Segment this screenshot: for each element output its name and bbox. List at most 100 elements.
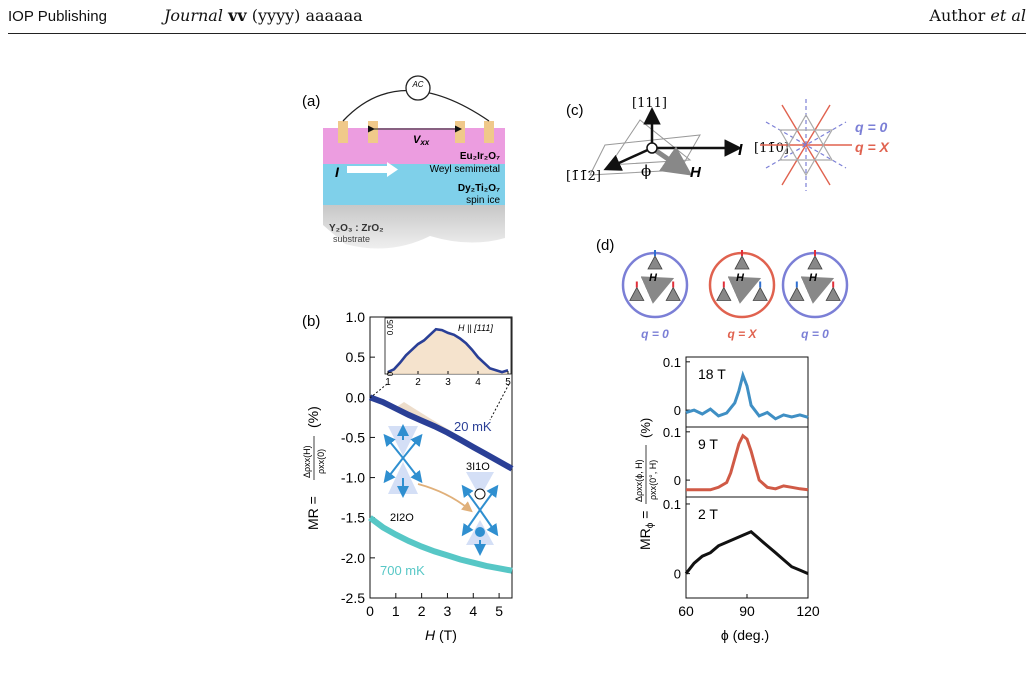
inset-y-tick-label: 0 [386, 371, 395, 376]
y-tick-label: 0 [674, 473, 681, 488]
layer1-name: Eu₂Ir₂O₇ [460, 151, 500, 162]
panel-a: (a) AC Vxx I Eu₂Ir₂O₇ Weyl semimetal Dy₂… [302, 75, 505, 249]
y-tick-label: 0.5 [346, 349, 366, 365]
mr-denominator: ρxx(0) [316, 449, 326, 474]
label-q0: q = 0 [855, 119, 888, 135]
mr-unit: (%) [305, 406, 321, 428]
label-qX: q = X [855, 139, 891, 155]
current-arrowhead [387, 162, 398, 177]
circle-label-1: q = 0 [641, 327, 669, 341]
panel-d-label: (d) [596, 237, 614, 254]
phi-curve [684, 530, 809, 575]
field-label: 9 T [698, 436, 718, 452]
curve-700mk [368, 515, 513, 574]
inset-guide [489, 383, 510, 421]
mrphi-denominator: ρxx(0°, H) [648, 460, 658, 500]
inset-x-tick-label: 2 [415, 377, 421, 388]
spin-config-circle: H [708, 250, 776, 319]
svg-text:H: H [809, 272, 818, 284]
mrphi-label: MRϕ = [637, 511, 656, 550]
curve-20mk [368, 394, 514, 472]
journal-issue: (yyyy) aaaaaa [251, 6, 363, 25]
author-name: Author [929, 6, 986, 25]
panel-b-label: (b) [302, 313, 320, 330]
mrphi-numerator: Δρxx(ϕ, H) [634, 459, 644, 502]
inset-curve [387, 327, 509, 374]
y-tick-label: 0 [674, 403, 681, 418]
substrate-name: Y₂O₃ : ZrO₂ [329, 223, 384, 234]
axis-112 [603, 146, 653, 171]
x-tick-label: 5 [495, 603, 503, 619]
layer2-name: Dy₂Ti₂O₇ [458, 183, 500, 194]
journal-volume: vv [228, 6, 247, 25]
phi-curve [685, 370, 809, 421]
layer2-desc: spin ice [466, 195, 500, 206]
x-tick-label: 120 [796, 603, 820, 619]
inset-x-tick-label: 4 [475, 377, 481, 388]
inset-x-tick-label: 1 [385, 377, 391, 388]
x-tick-label: 1 [392, 603, 400, 619]
circle-label-2: q = X [727, 327, 757, 341]
publisher-name: IOP Publishing [8, 8, 107, 25]
svg-text:H: H [649, 272, 658, 284]
current-arrow [347, 166, 387, 173]
phi-curve [686, 433, 809, 492]
contact-pad [338, 121, 348, 143]
y-tick-label: -0.5 [341, 429, 365, 445]
label-700mk: 700 mK [380, 563, 425, 578]
x-tick-label: 2 [418, 603, 426, 619]
x-tick-label: 90 [739, 603, 755, 619]
spin-config-circle: H [621, 250, 689, 319]
author-line: Author et al [929, 6, 1026, 25]
y-tick-label: -2.0 [341, 550, 365, 566]
svg-text:H: H [736, 272, 745, 284]
inset-ticks: 1 2 3 4 5 0 0.05 [385, 319, 511, 388]
x-tick-label: 60 [678, 603, 694, 619]
inset-label: H || [111] [458, 323, 493, 333]
x-tick-label: 0 [366, 603, 374, 619]
contact-pad [368, 121, 378, 143]
panel-b-yticks: 1.0 0.5 0.0 -0.5 -1.0 -1.5 -2.0 -2.5 [341, 309, 375, 606]
panel-a-label: (a) [302, 93, 320, 110]
label-20mk: 20 mK [454, 419, 492, 434]
field-arrow [650, 145, 693, 176]
journal-name: Journal [164, 6, 223, 25]
panel-d: (d) H H H q = 0 q = X q = 0 0.1 0 18 T 0.1 0 9 … [596, 237, 849, 643]
kagome-pattern [760, 99, 852, 191]
header-rule [8, 33, 1026, 34]
cone-2i2o-icon [383, 424, 423, 498]
panel-d-xlabel: ϕ (deg.) [721, 627, 769, 643]
y-tick-label: 0.1 [663, 355, 681, 370]
label-phi: ϕ [641, 162, 651, 180]
label-2i2o: 2I2O [390, 512, 414, 524]
panel-b-xticks: 0 1 2 3 4 5 [366, 593, 503, 619]
mr-numerator: Δρxx(H) [302, 445, 312, 478]
y-tick-label: -1.5 [341, 510, 365, 526]
tetrahedron-face [609, 119, 692, 166]
y-tick-label: 0.1 [663, 425, 681, 440]
phi-plots: 0.1 0 18 T 0.1 0 9 T 0.1 0 2 T 60 90 120 [663, 355, 820, 619]
y-tick-label: -2.5 [341, 590, 365, 606]
inset-x-tick-label: 5 [505, 377, 511, 388]
weyl-layer [323, 128, 505, 164]
contact-pad [484, 121, 494, 143]
inset-y-tick-label: 0.05 [386, 319, 395, 335]
x-tick-label: 4 [469, 603, 477, 619]
contact-pad [455, 121, 465, 143]
panel-d-ylabel: MRϕ = Δρxx(ϕ, H) ρxx(0°, H) (%) [634, 418, 658, 550]
y-tick-label: 0.1 [663, 497, 681, 512]
panel-c-label: (c) [566, 102, 584, 119]
x-tick-label: 3 [444, 603, 452, 619]
inset-fill [388, 329, 508, 374]
field-label: 18 T [698, 366, 726, 382]
panel-c: (c) [111] [1̄1̄2] [11̄0] I H ϕ q = 0 q =… [566, 96, 891, 191]
panel-b-ylabel: MR = Δρxx(H) ρxx(0) (%) [302, 406, 326, 530]
label-I: I [738, 142, 743, 159]
origin [646, 142, 658, 154]
panel-b-xlabel: H (T) [425, 627, 457, 643]
author-etal: et al [990, 6, 1026, 25]
transition-arrow [417, 483, 473, 513]
label-3i1o: 3I1O [466, 461, 490, 473]
